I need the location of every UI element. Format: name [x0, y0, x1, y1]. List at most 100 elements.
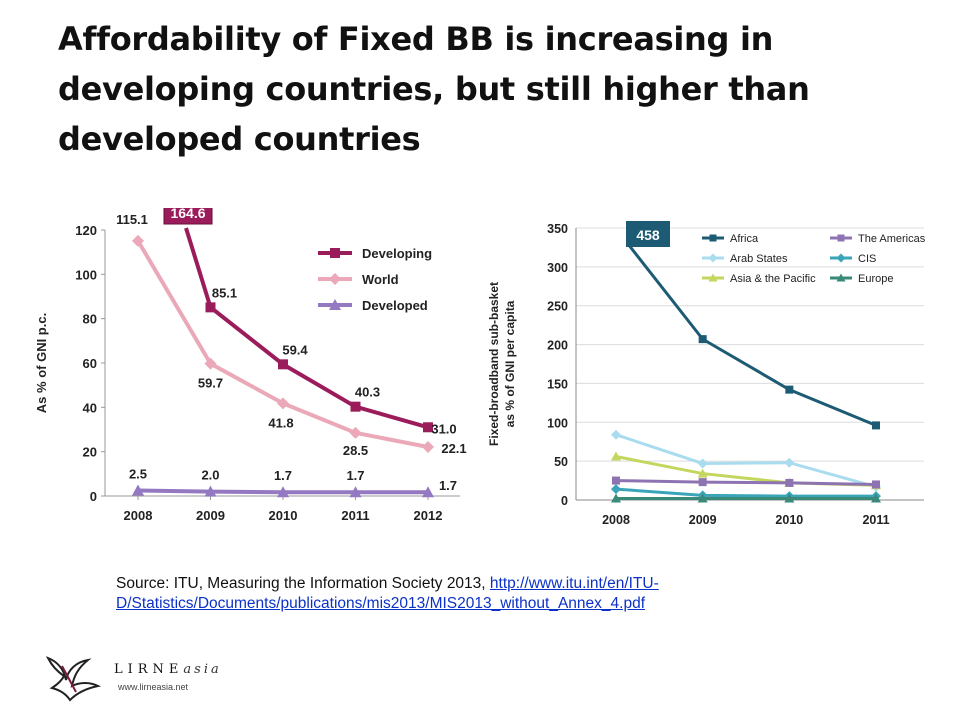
y-tick-label: 200 — [547, 339, 568, 353]
developing-world-developed-chart: 0 20 40 60 80 100 120 2008 2009 2010 2011 2012 As % … — [34, 208, 467, 523]
data-point-arab-states — [697, 458, 708, 469]
y-tick-label: 300 — [547, 261, 568, 275]
y-axis-label: As % of GNI p.c. — [34, 313, 49, 413]
data-label-developing: 40.3 — [355, 385, 380, 400]
data-point-the-americas — [785, 478, 794, 487]
data-point-asia-the-pacific — [697, 468, 708, 478]
data-point-developing — [350, 401, 361, 412]
data-point-world — [349, 426, 362, 439]
data-point-developed — [132, 484, 144, 496]
legend-label-world: World — [362, 272, 399, 287]
source-note: Source: ITU, Measuring the Information S… — [116, 574, 816, 614]
legend-label-asia-the-pacific: Asia & the Pacific — [730, 273, 816, 285]
lirneasia-bird-icon — [45, 656, 102, 702]
x-tick-label: 2011 — [862, 513, 889, 527]
x-tick-label: 2012 — [414, 508, 443, 523]
x-tick-label: 2010 — [775, 513, 803, 527]
data-point-developing — [205, 302, 216, 313]
data-label-developing: 31.0 — [431, 421, 456, 436]
data-label-world: 22.1 — [441, 441, 466, 456]
legend-label-europe: Europe — [858, 273, 893, 285]
data-label-developed: 2.5 — [129, 466, 147, 481]
legend-label-cis: CIS — [858, 253, 876, 265]
data-label-world: 28.5 — [343, 443, 368, 458]
logo-url: www.lirneasia.net — [118, 682, 189, 692]
y-tick-label: 60 — [83, 356, 97, 371]
y-tick-label: 100 — [75, 267, 97, 282]
data-label-world: 115.1 — [116, 212, 148, 227]
data-label-world: 59.7 — [198, 376, 223, 391]
data-point-developed — [422, 486, 434, 498]
y-tick-label: 0 — [90, 489, 97, 504]
data-point-developing — [423, 422, 433, 433]
data-label-developing: 59.4 — [282, 342, 308, 357]
data-label-developed: 1.7 — [439, 478, 457, 493]
data-label-developing: 85.1 — [212, 285, 237, 300]
y-tick-label: 0 — [561, 494, 568, 508]
legend-label-arab-states: Arab States — [730, 253, 788, 265]
data-point-world — [277, 397, 289, 410]
data-point-developed — [204, 485, 217, 497]
y-tick-label: 20 — [83, 445, 97, 460]
data-point-developed — [349, 486, 362, 498]
y-tick-label: 150 — [547, 377, 568, 391]
callout-box-developing — [163, 208, 213, 225]
data-point-africa — [785, 385, 794, 394]
series-line-cis — [615, 487, 876, 498]
series-line-the-americas — [615, 479, 877, 486]
data-point-the-americas — [612, 476, 620, 485]
logo-wordmark: LIRNEasia — [114, 662, 222, 677]
y-tick-label: 50 — [554, 455, 568, 469]
data-label-developed: 2.0 — [201, 468, 219, 483]
data-point-africa — [872, 421, 880, 430]
legend-marker-asia-the-pacific — [708, 273, 718, 282]
data-point-arab-states — [784, 457, 795, 468]
y-tick-label: 40 — [83, 400, 97, 415]
legend-marker-cis — [836, 253, 846, 263]
callout-label-africa: 458 — [636, 227, 660, 243]
legend-label-africa: Africa — [730, 233, 759, 245]
data-point-africa — [698, 335, 707, 344]
legend-marker-developed — [329, 299, 341, 310]
series-line-arab-states — [615, 433, 877, 489]
y-axis-label-line2: as % of GNI per capita — [503, 300, 517, 427]
y-tick-label: 120 — [75, 223, 97, 238]
data-point-world — [422, 441, 434, 454]
legend-label-the-americas: The Americas — [858, 233, 926, 245]
legend-marker-the-americas — [837, 234, 845, 242]
data-point-europe — [697, 493, 708, 503]
data-point-europe — [871, 493, 881, 503]
data-point-arab-states — [611, 429, 621, 440]
x-tick-label: 2011 — [341, 508, 369, 523]
x-tick-label: 2009 — [196, 508, 225, 523]
source-link[interactable]: http://www.itu.int/en/ITU-D/Statistics/D… — [116, 575, 659, 612]
logo-wordmark-main: LIRNE — [114, 662, 184, 677]
y-axis-label-line1: Fixed-broadband sub-basket — [487, 282, 501, 446]
data-point-asia-the-pacific — [611, 451, 621, 461]
data-point-developing — [278, 359, 288, 370]
series-line-africa — [626, 243, 877, 427]
y-tick-label: 250 — [547, 300, 568, 314]
y-tick-label: 350 — [547, 222, 568, 236]
x-tick-label: 2008 — [602, 513, 630, 527]
source-prefix: Source: ITU, Measuring the Information S… — [116, 575, 490, 592]
data-label-developed: 1.7 — [346, 468, 364, 483]
regional-fixed-broadband-chart: 0 50 100 150 200 250 300 350 2008 2009 2010 2011 Fix… — [487, 221, 926, 527]
data-point-developed — [277, 486, 289, 498]
x-tick-label: 2010 — [269, 508, 298, 523]
data-point-the-americas — [698, 478, 707, 487]
legend-marker-europe — [836, 273, 846, 282]
x-tick-label: 2008 — [124, 508, 153, 523]
legend-marker-world — [329, 273, 341, 285]
slide-title: Affordability of Fixed BB is increasing … — [58, 20, 810, 158]
x-tick-label: 2009 — [689, 513, 717, 527]
data-point-world — [204, 357, 217, 370]
data-label-world: 41.8 — [268, 415, 293, 430]
legend-label-developed: Developed — [362, 298, 428, 313]
data-label-developed: 1.7 — [274, 468, 292, 483]
legend-marker-developing — [330, 248, 340, 258]
legend-marker-arab-states — [708, 253, 718, 263]
data-point-the-americas — [872, 480, 880, 489]
data-point-europe — [784, 493, 795, 503]
legend-label-developing: Developing — [362, 246, 432, 261]
